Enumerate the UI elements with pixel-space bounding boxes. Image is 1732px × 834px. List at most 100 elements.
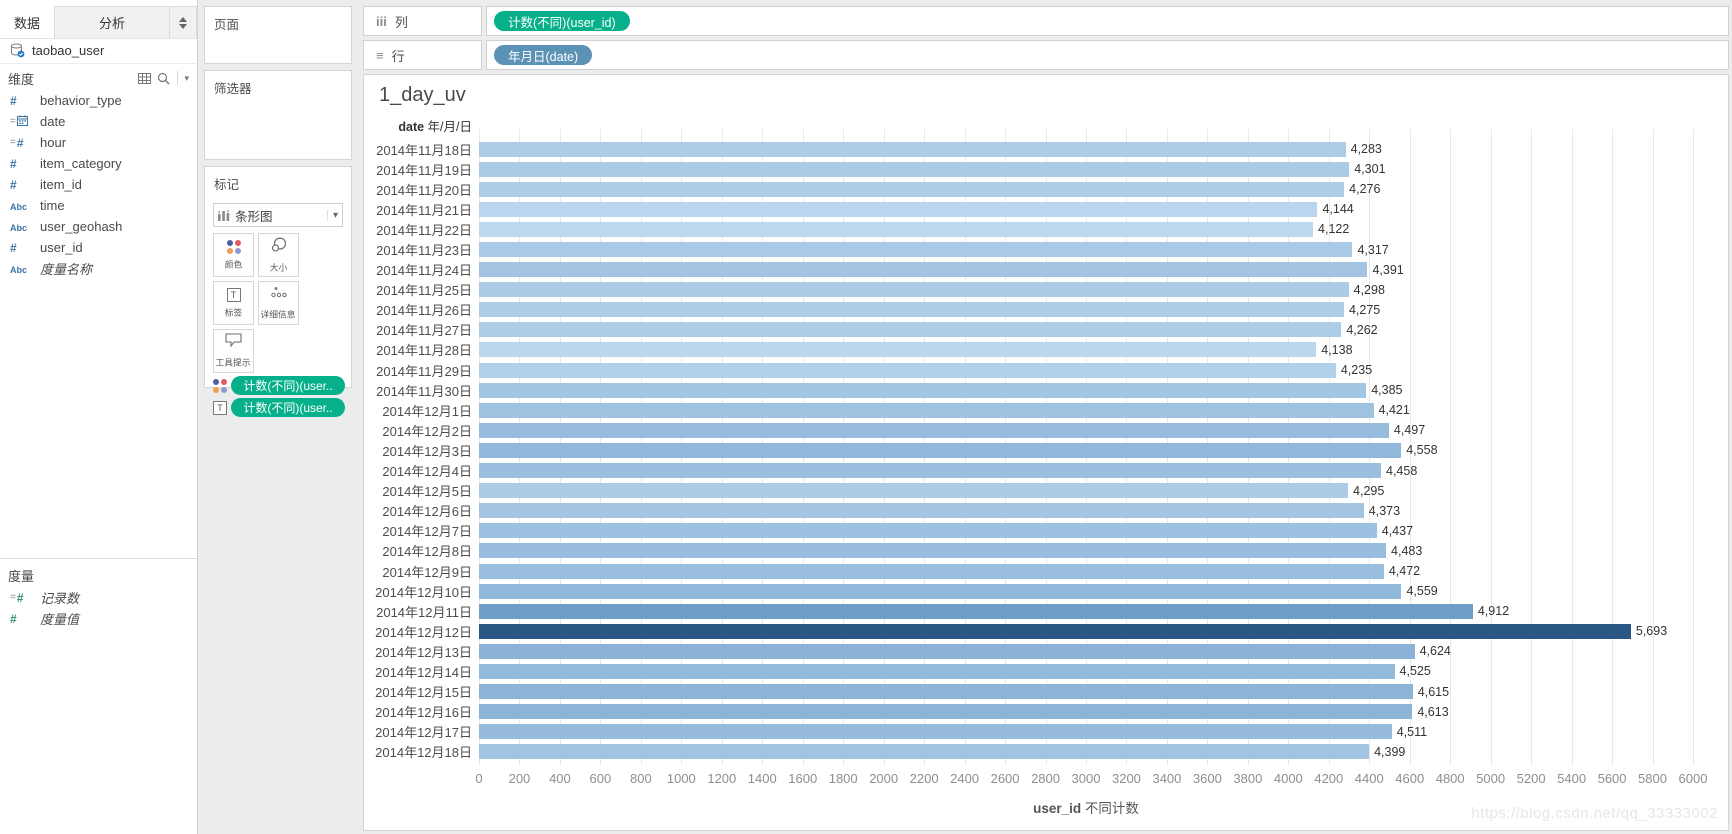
bar[interactable] — [479, 583, 1402, 599]
measure-field-记录数[interactable]: = # 记录数 — [0, 587, 197, 608]
bar[interactable] — [479, 201, 1318, 217]
tab-analytics[interactable]: 分析 — [54, 6, 170, 38]
row-label[interactable]: 2014年12月13日 — [375, 644, 472, 660]
dimension-field-user_geohash[interactable]: Abc user_geohash — [0, 216, 197, 237]
row-label[interactable]: 2014年12月4日 — [382, 464, 472, 480]
field-type-icons: # — [10, 156, 40, 171]
bar[interactable] — [479, 663, 1395, 679]
row-label[interactable]: 2014年12月18日 — [375, 745, 472, 761]
bar[interactable] — [479, 362, 1336, 378]
row-label[interactable]: 2014年12月9日 — [382, 564, 472, 580]
row-label[interactable]: 2014年11月25日 — [376, 283, 472, 299]
row-label[interactable]: 2014年12月2日 — [382, 423, 472, 439]
bar[interactable] — [479, 704, 1413, 720]
bar[interactable] — [479, 442, 1402, 458]
dimension-field-hour[interactable]: = # hour — [0, 132, 197, 153]
tooltip-button[interactable]: 工具提示 — [213, 329, 254, 373]
bar[interactable] — [479, 382, 1367, 398]
sort-fields-button[interactable] — [170, 6, 197, 38]
bar[interactable] — [479, 221, 1314, 237]
detail-button[interactable]: 详细信息 — [258, 281, 299, 325]
dimension-field-度量名称[interactable]: Abc 度量名称 — [0, 258, 197, 279]
row-label[interactable]: 2014年11月20日 — [376, 182, 472, 198]
value-label: 4,275 — [1348, 302, 1381, 317]
bar[interactable] — [479, 141, 1346, 157]
chart-row: 2014年12月6日 4,373 — [364, 501, 1724, 521]
label-button[interactable]: T 标签 — [213, 281, 254, 325]
bar[interactable] — [479, 282, 1349, 298]
filters-shelf[interactable]: 筛选器 — [204, 70, 352, 160]
bar[interactable] — [479, 402, 1374, 418]
row-label[interactable]: 2014年11月29日 — [376, 363, 472, 379]
row-label[interactable]: 2014年12月3日 — [382, 443, 472, 459]
bar[interactable] — [479, 623, 1631, 639]
rows-shelf-area[interactable]: 年月日(date) — [486, 40, 1729, 70]
dimension-field-item_id[interactable]: # item_id — [0, 174, 197, 195]
row-label[interactable]: 2014年11月27日 — [376, 323, 472, 339]
measure-field-度量值[interactable]: # 度量值 — [0, 608, 197, 629]
row-label[interactable]: 2014年11月21日 — [376, 202, 472, 218]
caret-down-icon[interactable]: ▾ — [184, 72, 189, 83]
text-icon: Abc — [10, 265, 28, 275]
bar[interactable] — [479, 181, 1345, 197]
row-label[interactable]: 2014年12月11日 — [376, 604, 472, 620]
bar[interactable] — [479, 744, 1370, 760]
row-label[interactable]: 2014年12月15日 — [375, 685, 472, 701]
row-label[interactable]: 2014年11月26日 — [376, 303, 472, 319]
bar[interactable] — [479, 603, 1473, 619]
row-label[interactable]: 2014年11月18日 — [376, 142, 472, 158]
bar[interactable] — [479, 302, 1344, 318]
bar[interactable] — [479, 543, 1387, 559]
dimension-field-date[interactable]: = date — [0, 111, 197, 132]
tick-label: 5200 — [1516, 771, 1546, 786]
row-label[interactable]: 2014年12月6日 — [382, 504, 472, 520]
bar[interactable] — [479, 724, 1392, 740]
marks-pill[interactable]: 计数(不同)(user.. — [231, 376, 345, 395]
row-label[interactable]: 2014年12月5日 — [382, 484, 472, 500]
bar[interactable] — [479, 161, 1350, 177]
row-label[interactable]: 2014年11月19日 — [376, 162, 472, 178]
bar[interactable] — [479, 422, 1389, 438]
bar[interactable] — [479, 262, 1368, 278]
bar[interactable] — [479, 523, 1377, 539]
row-label[interactable]: 2014年12月1日 — [382, 403, 472, 419]
columns-shelf-area[interactable]: 计数(不同)(user_id) — [486, 6, 1729, 36]
size-button[interactable]: 大小 — [258, 233, 299, 277]
mark-type-dropdown[interactable]: 条形图 ▾ — [213, 203, 343, 227]
color-button[interactable]: 颜色 — [213, 233, 254, 277]
bar[interactable] — [479, 342, 1317, 358]
row-label[interactable]: 2014年12月12日 — [375, 624, 472, 640]
shelf-pill[interactable]: 计数(不同)(user_id) — [494, 11, 630, 31]
row-label[interactable]: 2014年12月7日 — [382, 524, 472, 540]
bar[interactable] — [479, 242, 1353, 258]
row-label[interactable]: 2014年11月23日 — [376, 243, 472, 259]
search-icon[interactable] — [157, 72, 170, 85]
row-label[interactable]: 2014年11月28日 — [376, 343, 472, 359]
chart-title[interactable]: 1_day_uv — [379, 84, 466, 106]
dimension-field-item_category[interactable]: # item_category — [0, 153, 197, 174]
row-label[interactable]: 2014年12月8日 — [382, 544, 472, 560]
row-label[interactable]: 2014年11月24日 — [376, 263, 472, 279]
dimension-field-behavior_type[interactable]: # behavior_type — [0, 90, 197, 111]
pages-shelf[interactable]: 页面 — [204, 6, 352, 64]
row-label[interactable]: 2014年12月17日 — [375, 725, 472, 741]
tab-data[interactable]: 数据 — [14, 15, 41, 31]
bar[interactable] — [479, 503, 1364, 519]
bar[interactable] — [479, 483, 1349, 499]
dimension-field-time[interactable]: Abc time — [0, 195, 197, 216]
bar[interactable] — [479, 322, 1342, 338]
row-label[interactable]: 2014年12月14日 — [375, 664, 472, 680]
datasource-item[interactable]: taobao_user — [0, 38, 197, 64]
row-label[interactable]: 2014年12月16日 — [375, 705, 472, 721]
shelf-pill[interactable]: 年月日(date) — [494, 45, 593, 65]
row-label[interactable]: 2014年12月10日 — [375, 584, 472, 600]
bar[interactable] — [479, 684, 1413, 700]
dimension-field-user_id[interactable]: # user_id — [0, 237, 197, 258]
marks-pill[interactable]: 计数(不同)(user.. — [231, 398, 345, 417]
bar[interactable] — [479, 463, 1381, 479]
row-label[interactable]: 2014年11月22日 — [376, 222, 472, 238]
row-label[interactable]: 2014年11月30日 — [376, 383, 472, 399]
bar[interactable] — [479, 643, 1415, 659]
grid-icon[interactable] — [138, 72, 152, 84]
bar[interactable] — [479, 563, 1384, 579]
